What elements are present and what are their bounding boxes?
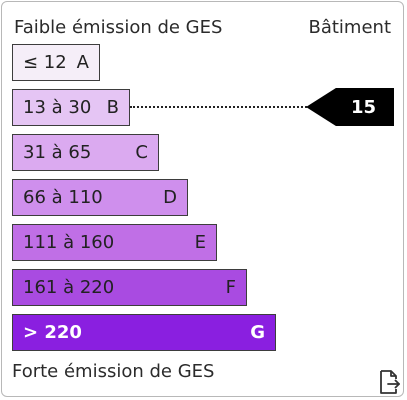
high-emission-label: Forte émission de GES [12,361,215,382]
low-emission-label: Faible émission de GES [14,17,223,38]
class-letter: G [250,322,265,343]
ges-class-b: 13 à 30 B [12,89,130,126]
file-export-icon[interactable] [379,369,401,395]
class-letter: F [225,277,236,298]
ges-class-a: ≤ 12 A [12,44,100,81]
ges-class-c: 31 à 65 C [12,134,159,171]
class-range: 31 à 65 [23,142,92,163]
class-range: 161 à 220 [23,277,115,298]
class-range: > 220 [23,322,82,343]
ges-class-d: 66 à 110 D [12,179,188,216]
class-range: 66 à 110 [23,187,103,208]
ges-class-g: > 220 G [12,314,276,351]
marker-leader-line [130,106,310,108]
class-letter: A [76,52,89,73]
class-range: ≤ 12 [23,52,67,73]
ges-class-f: 161 à 220 F [12,269,247,306]
ges-class-e: 111 à 160 E [12,224,217,261]
current-value: 15 [350,96,376,118]
class-letter: E [194,232,206,253]
class-letter: C [135,142,148,163]
class-range: 13 à 30 [23,97,92,118]
class-letter: B [106,97,119,118]
class-letter: D [163,187,177,208]
building-label: Bâtiment [308,17,391,38]
class-range: 111 à 160 [23,232,115,253]
